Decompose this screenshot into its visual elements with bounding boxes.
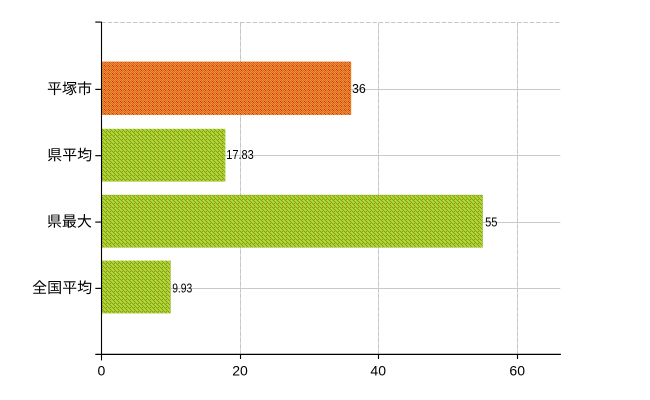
svg-text:55: 55 [485, 215, 497, 230]
svg-text:9.93: 9.93 [172, 280, 192, 295]
svg-text:0: 0 [98, 362, 106, 378]
svg-text:36: 36 [352, 81, 366, 96]
svg-text:40: 40 [370, 362, 386, 378]
svg-text:17.83: 17.83 [226, 147, 254, 162]
svg-text:20: 20 [232, 362, 248, 378]
svg-text:60: 60 [509, 362, 525, 378]
